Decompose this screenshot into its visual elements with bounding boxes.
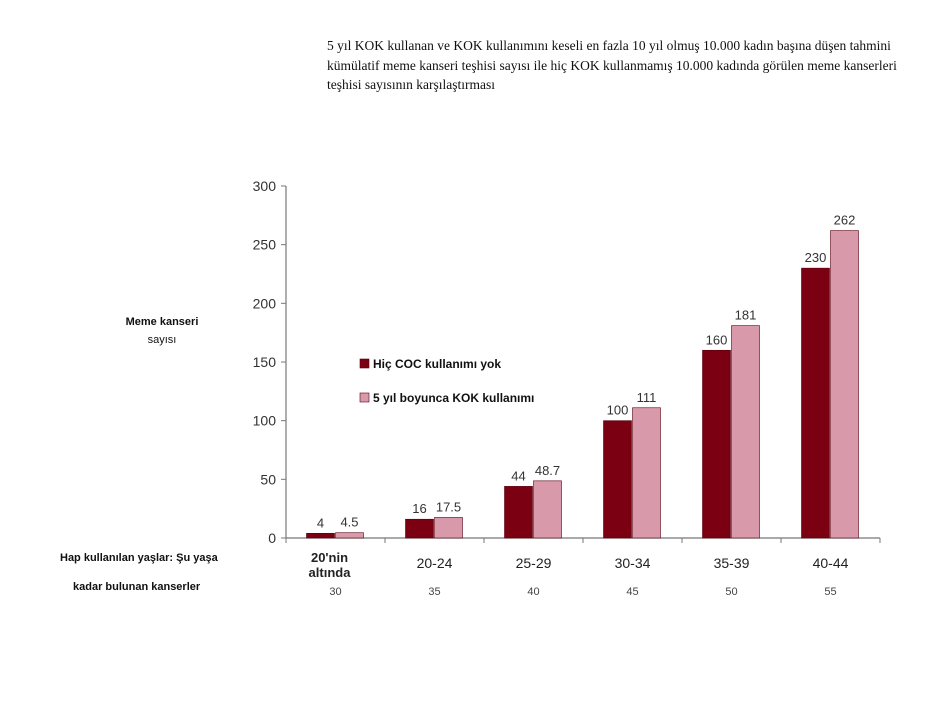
data-label: 100	[607, 403, 629, 418]
x-category-label: 40-44	[813, 555, 849, 571]
bar	[306, 533, 335, 539]
data-label: 262	[834, 213, 856, 228]
y-tick-label: 100	[253, 413, 277, 429]
bar	[603, 420, 632, 539]
bar	[632, 407, 661, 539]
x-category-label: 35-39	[714, 555, 750, 571]
x-category-label: altında	[309, 565, 352, 580]
x-category-sublabel: 35	[428, 586, 440, 598]
legend-swatch	[359, 392, 370, 403]
bar	[830, 230, 859, 539]
x-category-sublabel: 55	[824, 586, 836, 598]
bar	[801, 267, 830, 539]
data-label: 17.5	[436, 499, 461, 514]
data-label: 48.7	[535, 463, 560, 478]
data-label: 181	[735, 308, 757, 323]
bar	[405, 518, 434, 539]
bar	[702, 349, 731, 539]
data-label: 160	[706, 332, 728, 347]
y-tick-label: 200	[253, 295, 277, 311]
data-label: 230	[805, 250, 827, 265]
y-tick-label: 150	[253, 354, 277, 370]
data-label: 44	[511, 468, 525, 483]
y-tick-label: 250	[253, 237, 277, 253]
bar	[504, 486, 533, 539]
y-axis-label-line2: sayısı	[148, 334, 177, 346]
legend-label: 5 yıl boyunca KOK kullanımı	[373, 391, 534, 405]
x-category-label: 25-29	[516, 555, 552, 571]
data-label: 4.5	[340, 515, 358, 530]
x-category-label: 20'nin	[311, 550, 348, 565]
x-category-label: 30-34	[615, 555, 651, 571]
y-tick-label: 0	[268, 530, 276, 546]
bar	[731, 325, 760, 539]
bar	[335, 532, 364, 539]
x-category-sublabel: 40	[527, 586, 539, 598]
x-axis-label-line2: kadar bulunan kanserler	[73, 581, 201, 593]
data-label: 4	[317, 515, 324, 530]
data-label: 111	[637, 390, 657, 405]
legend-label: Hiç COC kullanımı yok	[373, 357, 501, 371]
bar	[533, 480, 562, 539]
x-axis-label-line1: Hap kullanılan yaşlar: Şu yaşa	[60, 552, 219, 564]
x-category-sublabel: 50	[725, 586, 737, 598]
y-axis-label-line1: Meme kanseri	[126, 316, 199, 328]
y-tick-label: 50	[260, 471, 276, 487]
x-category-label: 20-24	[417, 555, 453, 571]
bar	[434, 517, 463, 539]
chart-title: 5 yıl KOK kullanan ve KOK kullanımını ke…	[327, 38, 897, 92]
y-tick-label: 300	[253, 178, 277, 194]
x-category-sublabel: 30	[329, 586, 341, 598]
data-label: 16	[412, 501, 426, 516]
x-category-sublabel: 45	[626, 586, 638, 598]
legend-swatch	[359, 358, 370, 369]
